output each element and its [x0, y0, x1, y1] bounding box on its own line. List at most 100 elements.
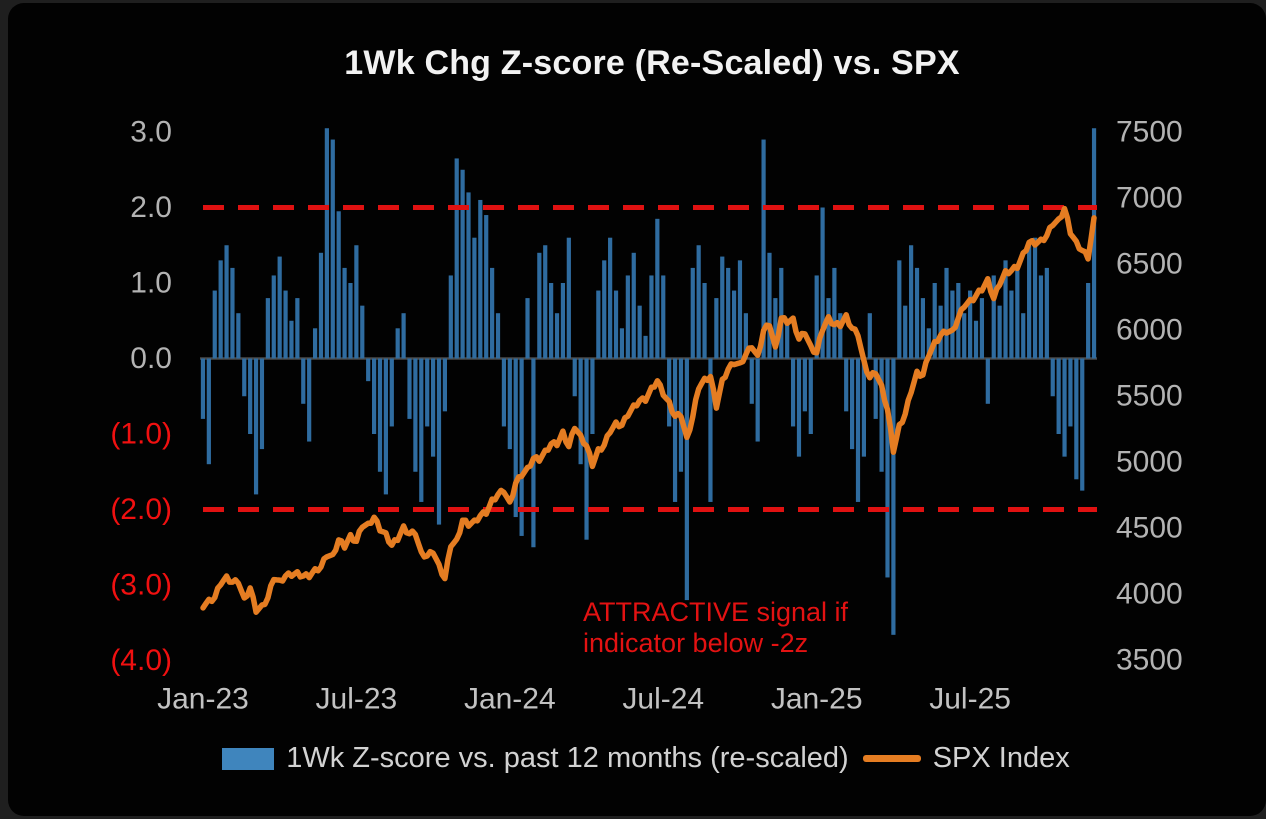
zscore-bar [903, 305, 908, 359]
left-tick-label: 2.0 [130, 191, 172, 224]
zscore-bar [236, 313, 241, 359]
zscore-bar [537, 252, 542, 359]
left-tick-label: (4.0) [110, 644, 172, 677]
zscore-bar [578, 358, 583, 465]
spx-line-swatch [862, 755, 921, 762]
zscore-bar [218, 260, 223, 359]
zscore-bar [507, 358, 512, 450]
zscore-bar [242, 358, 247, 397]
zscore-bar [932, 283, 937, 359]
zscore-bar [661, 275, 666, 359]
x-axis-ticks: Jan-23 Jul-23 Jan-24 Jul-24 Jan-25 Jul-25 [157, 683, 1011, 716]
attractive-signal-annotation: ATTRACTIVE signal if indicator below -2z [583, 597, 848, 659]
zscore-bar [383, 358, 388, 495]
zscore-bar [790, 358, 796, 427]
zscore-bar [1068, 358, 1073, 427]
zscore-bar [230, 267, 235, 359]
zscore-bar [277, 256, 282, 359]
zscore-bar [1027, 245, 1032, 359]
zscore-bar [702, 283, 707, 359]
zscore-bar [944, 267, 949, 359]
zscore-bar [590, 358, 595, 434]
zscore-bar [377, 358, 383, 472]
zscore-bar [991, 275, 996, 359]
zscore-bar [549, 283, 554, 359]
x-tick-label: Jan-24 [464, 683, 556, 716]
zscore-bar [920, 298, 926, 359]
zscore-bar [631, 252, 636, 359]
zscore-bar [867, 313, 872, 359]
zscore-bar [1080, 358, 1085, 491]
zscore-bar [667, 358, 672, 427]
zscore-bar [749, 358, 754, 404]
zscore-bar [879, 358, 884, 472]
zscore-bar [366, 358, 371, 382]
zscore-bar [330, 139, 335, 359]
zscore-bar [761, 139, 766, 359]
zscore-bar [466, 192, 471, 359]
zscore-bar [779, 267, 784, 359]
zscore-bar [295, 298, 300, 359]
zscore-bar [513, 358, 518, 518]
zscore-bar [525, 298, 530, 359]
zscore-bar [572, 358, 577, 397]
zscore-bar [519, 358, 524, 536]
zscore-legend-label: 1Wk Z-score vs. past 12 months (re-scale… [286, 742, 849, 774]
zscore-bar [726, 267, 731, 359]
zscore-bar [891, 358, 896, 635]
zscore-bar [985, 358, 990, 404]
zscore-bar [861, 358, 866, 457]
zscore-bar [407, 358, 412, 419]
zscore-bar [395, 328, 400, 359]
zscore-bar [342, 267, 347, 359]
right-tick-label: 5500 [1116, 380, 1183, 413]
spx-line [200, 205, 1097, 615]
zscore-bar [950, 290, 955, 359]
x-tick-label: Jan-25 [771, 683, 863, 716]
zscore-bar [248, 358, 253, 434]
zscore-bar [401, 313, 406, 359]
zscore-bar [271, 275, 276, 359]
right-tick-label: 7000 [1116, 182, 1183, 215]
zscore-bar [543, 245, 548, 359]
zscore-bar [1032, 237, 1038, 359]
zscore-bar [926, 328, 931, 359]
zscore-bar [436, 358, 442, 525]
zscore-bar [484, 215, 489, 359]
zscore-bar [714, 298, 719, 359]
zscore-bar [212, 290, 217, 359]
zscore-bar [301, 358, 306, 404]
zscore-bar [425, 358, 430, 427]
zscore-bar [708, 358, 713, 502]
zscore-bar [596, 290, 601, 359]
annotation-line-1: ATTRACTIVE signal if [583, 597, 849, 627]
right-tick-label: 3500 [1116, 644, 1183, 677]
left-axis-ticks: 3.0 2.0 1.0 0.0 (1.0) (2.0) (3.0) (4.0) [110, 116, 172, 678]
zscore-bar [796, 358, 802, 457]
legend-item-spx: SPX Index [862, 742, 1070, 775]
zscore-bar [743, 313, 748, 359]
zscore-bar [253, 358, 259, 495]
zscore-bar [289, 320, 294, 359]
chart-title: 1Wk Chg Z-score (Re-Scaled) vs. SPX [344, 44, 960, 82]
zscore-bars [200, 128, 1097, 635]
zscore-bar [454, 158, 459, 359]
zscore-bar [1074, 358, 1079, 480]
zscore-bar [979, 298, 985, 359]
zscore-bar [360, 305, 365, 359]
right-tick-label: 4000 [1116, 578, 1183, 611]
zscore-bar [962, 313, 967, 359]
zscore-bar [336, 211, 341, 359]
zscore-bar [608, 237, 613, 359]
zscore-bar [672, 358, 678, 502]
zscore-bar [649, 275, 654, 359]
legend-item-zscore: 1Wk Z-score vs. past 12 months (re-scale… [222, 742, 849, 775]
zscore-bar [696, 245, 701, 359]
zscore-bar [755, 358, 760, 442]
x-tick-label: Jan-23 [157, 683, 249, 716]
zscore-bar [566, 237, 571, 359]
zscore-bar [413, 358, 418, 472]
zscore-bar [820, 207, 825, 359]
zscore-bar [602, 260, 607, 359]
